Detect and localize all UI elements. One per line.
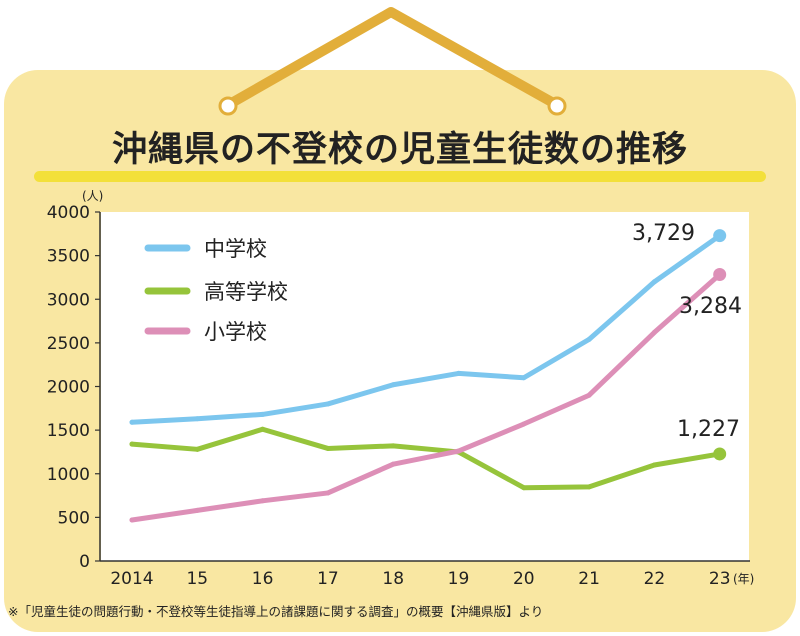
data-point: [260, 498, 266, 504]
x-tick-label: 19: [448, 569, 470, 589]
hanging-string: [218, 7, 567, 116]
data-point: [586, 484, 592, 490]
end-value-label: 1,227: [677, 417, 740, 442]
y-tick-label: 1500: [47, 421, 90, 441]
x-tick-label: 21: [578, 569, 600, 589]
x-tick-label: 2014: [110, 569, 153, 589]
series-line-1: [129, 426, 723, 491]
hanger-ring-left: [218, 96, 238, 116]
data-point: [325, 445, 331, 451]
data-point: [325, 490, 331, 496]
chart-title: 沖縄県の不登校の児童生徒数の推移: [111, 130, 688, 170]
data-point: [129, 441, 135, 447]
series-lines: [129, 229, 727, 523]
plot-area: [101, 212, 749, 561]
x-tick-label: 17: [317, 569, 339, 589]
series-end-point: [713, 229, 727, 243]
hanger-ring-right: [547, 96, 567, 116]
data-point: [456, 448, 461, 454]
end-value-label: 3,284: [679, 294, 742, 319]
end-value-labels: 3,729 1,227 3,284: [632, 221, 742, 442]
x-tick-label: 15: [186, 569, 208, 589]
x-tick-label: 16: [252, 569, 274, 589]
x-tick-label: 18: [382, 569, 404, 589]
data-point: [325, 401, 331, 407]
y-tick-label: 3000: [47, 290, 90, 310]
x-tick-labels: 2014 15 16 17 18 19 20 21 22 23 (年): [110, 569, 754, 589]
y-axis-unit: (人): [82, 189, 103, 203]
data-point: [521, 485, 527, 491]
series-end-point: [713, 267, 727, 281]
data-point: [194, 507, 200, 513]
data-point: [260, 426, 266, 432]
legend-label: 中学校: [204, 237, 267, 261]
data-point: [260, 411, 266, 417]
data-point: [456, 370, 461, 376]
y-tick-label: 0: [79, 552, 90, 572]
y-tick-label: 1000: [47, 465, 90, 485]
data-point: [586, 336, 592, 342]
series-line-0: [129, 233, 723, 425]
data-point: [521, 375, 527, 381]
data-point: [129, 419, 135, 425]
hanger-rope: [223, 7, 562, 110]
end-value-label: 3,729: [632, 221, 695, 246]
data-point: [586, 392, 592, 398]
x-tick-label: 23: [709, 569, 731, 589]
data-point: [651, 329, 657, 335]
y-tick-label: 500: [58, 508, 90, 528]
data-point: [390, 382, 396, 388]
data-point: [651, 279, 657, 285]
legend-label: 高等学校: [204, 280, 288, 304]
series-end-point: [713, 447, 727, 461]
data-point: [651, 462, 657, 468]
series-line-2: [129, 271, 723, 523]
x-tick-label: 22: [644, 569, 666, 589]
y-tick-label: 2000: [47, 378, 90, 398]
data-point: [390, 443, 396, 449]
y-tick-label: 4000: [47, 203, 90, 223]
data-point: [129, 517, 135, 523]
x-tick-label: 20: [513, 569, 535, 589]
data-point: [194, 416, 200, 422]
data-point: [194, 446, 200, 452]
source-footnote: ※「児童生徒の問題行動・不登校等生徒指導上の諸課題に関する調査」の概要【沖縄県版…: [8, 604, 544, 619]
data-point: [390, 461, 396, 467]
x-axis-unit: (年): [733, 572, 754, 586]
y-tick-label: 3500: [47, 247, 90, 267]
legend-label: 小学校: [204, 320, 267, 344]
data-point: [521, 421, 527, 427]
y-tick-labels: 0 500 1000 1500 2000 2500 3000 3500 4000(人): [47, 189, 104, 572]
y-tick-label: 2500: [47, 334, 90, 354]
title-underline: [34, 171, 766, 182]
